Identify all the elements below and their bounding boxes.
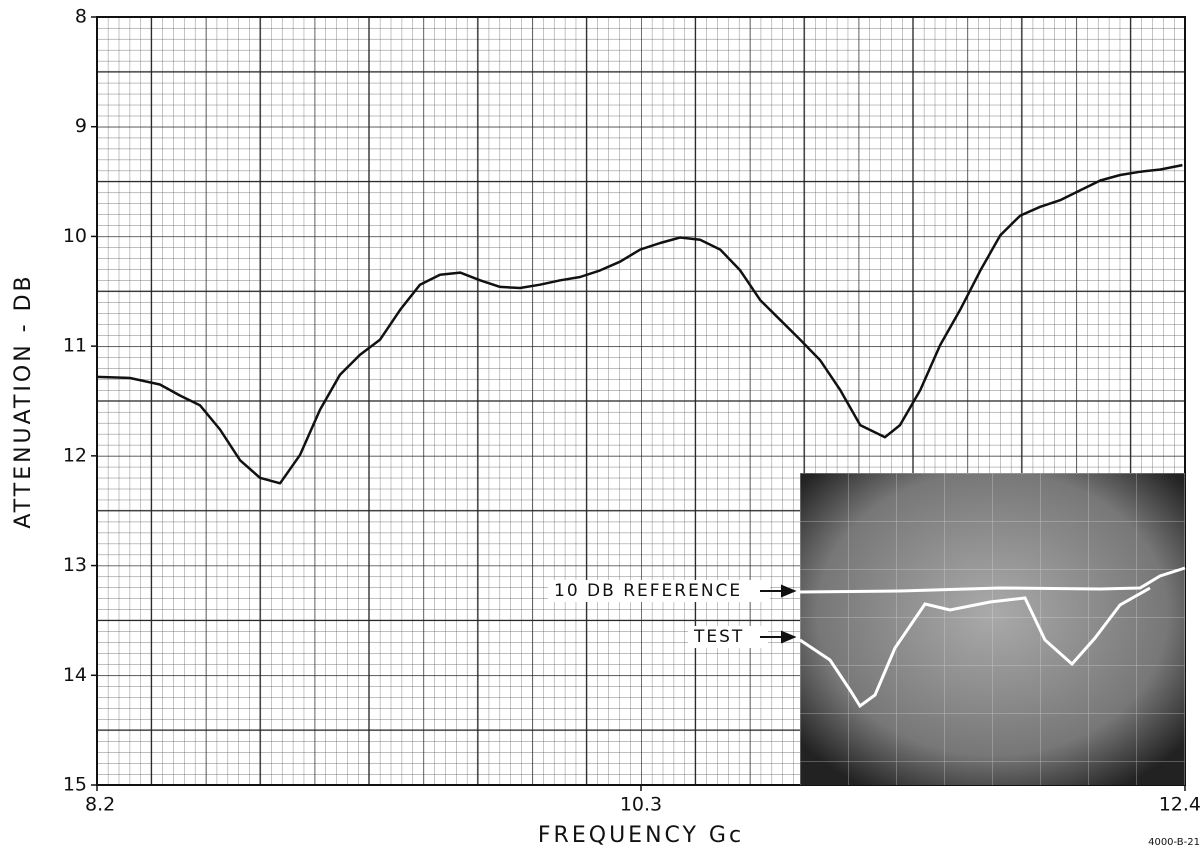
y-tick-label: 11 (63, 335, 87, 357)
annotation: TEST (693, 627, 744, 647)
figure-id: 4000-B-21 (1148, 837, 1200, 848)
annotation: 10 DB REFERENCE (554, 581, 742, 601)
y-tick-label: 8 (75, 6, 87, 28)
data-line (96, 163, 1183, 485)
plot (96, 163, 1183, 485)
annotation-box (548, 580, 770, 602)
annotation-arrow (760, 630, 797, 644)
x-tick-label: 8.2 (85, 794, 115, 816)
y-tick-label: 12 (63, 444, 87, 466)
y-tick-label: 9 (75, 115, 87, 137)
y-tick-label: 15 (63, 774, 87, 796)
annotation-box (688, 626, 768, 648)
annotation-arrow (760, 584, 797, 598)
scope-reference-trace (799, 566, 1186, 594)
y-tick-label: 10 (63, 225, 87, 247)
x-tick-label: 12.4 (1159, 794, 1201, 816)
scope-test-trace (799, 586, 1151, 709)
y-tick-label: 14 (63, 664, 87, 686)
y-axis-label: ATTENUATION - DB (11, 273, 36, 528)
y-tick-label: 13 (63, 554, 87, 576)
scope-inset (799, 473, 1186, 785)
x-axis-label: FREQUENCY Gc (538, 823, 744, 848)
x-tick-label: 10.3 (620, 794, 662, 816)
scope-grid (800, 473, 1185, 785)
